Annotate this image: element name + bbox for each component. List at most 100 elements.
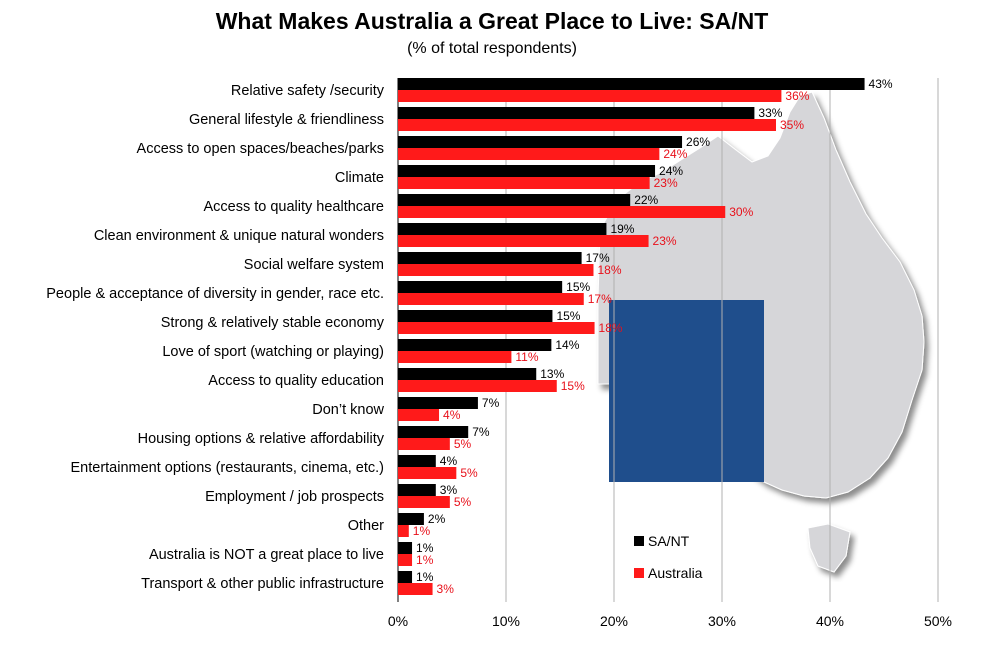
- value-label: 15%: [556, 309, 580, 323]
- x-tick-label: 0%: [388, 613, 408, 629]
- value-label: 1%: [416, 570, 434, 584]
- value-label: 1%: [416, 553, 434, 567]
- bar-australia: [398, 554, 413, 566]
- value-label: 18%: [597, 263, 621, 277]
- value-label: 13%: [540, 367, 564, 381]
- x-tick-label: 50%: [924, 613, 952, 629]
- category-label: Climate: [335, 170, 384, 186]
- category-label: Relative safety /security: [231, 83, 385, 99]
- bar-sa-nt: [398, 513, 424, 525]
- bar-sa-nt: [398, 194, 631, 206]
- bar-australia: [398, 119, 776, 131]
- value-label: 23%: [654, 176, 678, 190]
- chart-subtitle: (% of total respondents): [407, 40, 577, 57]
- bar-australia: [398, 206, 726, 218]
- tasmania-shape: [807, 523, 851, 573]
- bars: [398, 78, 865, 595]
- bar-sa-nt: [398, 571, 413, 583]
- value-label: 43%: [869, 77, 893, 91]
- x-tick-label: 10%: [492, 613, 520, 629]
- legend-swatch-australia: [634, 568, 644, 578]
- value-label: 30%: [729, 205, 753, 219]
- x-tick-label: 20%: [600, 613, 628, 629]
- bar-australia: [398, 438, 450, 450]
- bar-australia: [398, 351, 512, 363]
- category-label: People & acceptance of diversity in gend…: [46, 286, 384, 302]
- bar-sa-nt: [398, 542, 413, 554]
- value-label: 14%: [555, 338, 579, 352]
- category-label: Love of sport (watching or playing): [162, 344, 384, 360]
- value-label: 2%: [428, 512, 446, 526]
- chart-title: What Makes Australia a Great Place to Li…: [215, 8, 769, 34]
- bar-sa-nt: [398, 310, 553, 322]
- x-tick-label: 40%: [816, 613, 844, 629]
- value-label: 5%: [454, 437, 472, 451]
- bar-sa-nt: [398, 281, 563, 293]
- bar-sa-nt: [398, 107, 755, 119]
- value-label: 7%: [482, 396, 500, 410]
- bar-sa-nt: [398, 165, 656, 177]
- category-label: Strong & relatively stable economy: [161, 315, 385, 331]
- value-label: 26%: [686, 135, 710, 149]
- value-label: 15%: [561, 379, 585, 393]
- category-label: Don’t know: [312, 402, 384, 418]
- bar-sa-nt: [398, 339, 552, 351]
- australia-map-background: [597, 91, 925, 573]
- category-label: Access to quality education: [208, 373, 384, 389]
- legend-label-australia: Australia: [648, 565, 703, 581]
- value-label: 33%: [758, 106, 782, 120]
- value-label: 35%: [780, 118, 804, 132]
- legend-swatch-sa-nt: [634, 536, 644, 546]
- value-label: 3%: [437, 582, 455, 596]
- bar-sa-nt: [398, 78, 865, 90]
- bar-australia: [398, 264, 594, 276]
- sa-nt-highlight-region: [609, 300, 764, 482]
- legend-label-sa-nt: SA/NT: [648, 533, 690, 549]
- value-labels: 43%36%33%35%26%24%24%23%22%30%19%23%17%1…: [413, 77, 893, 596]
- value-label: 23%: [653, 234, 677, 248]
- value-label: 11%: [515, 350, 538, 364]
- value-label: 17%: [588, 292, 612, 306]
- legend: SA/NT Australia: [634, 533, 703, 581]
- bar-australia: [398, 380, 557, 392]
- bar-sa-nt: [398, 136, 683, 148]
- bar-sa-nt: [398, 455, 436, 467]
- value-label: 24%: [663, 147, 687, 161]
- category-label: General lifestyle & friendliness: [189, 112, 384, 128]
- bar-sa-nt: [398, 426, 469, 438]
- category-label: Clean environment & unique natural wonde…: [94, 228, 384, 244]
- value-label: 1%: [416, 541, 434, 555]
- bar-sa-nt: [398, 252, 582, 264]
- category-label: Australia is NOT a great place to live: [149, 547, 384, 563]
- value-label: 19%: [610, 222, 634, 236]
- bar-australia: [398, 583, 433, 595]
- category-label: Social welfare system: [244, 257, 384, 273]
- bar-sa-nt: [398, 223, 607, 235]
- category-label: Housing options & relative affordability: [138, 431, 385, 447]
- value-label: 18%: [599, 321, 623, 335]
- value-label: 17%: [586, 251, 610, 265]
- bar-sa-nt: [398, 397, 478, 409]
- value-label: 5%: [454, 495, 472, 509]
- value-label: 5%: [460, 466, 478, 480]
- value-label: 4%: [440, 454, 458, 468]
- value-label: 3%: [440, 483, 458, 497]
- bar-australia: [398, 293, 584, 305]
- category-label: Transport & other public infrastructure: [141, 576, 384, 592]
- bar-australia: [398, 496, 450, 508]
- category-label: Entertainment options (restaurants, cine…: [70, 460, 384, 476]
- bar-sa-nt: [398, 484, 436, 496]
- bar-australia: [398, 148, 660, 160]
- bar-australia: [398, 90, 782, 102]
- value-label: 24%: [659, 164, 683, 178]
- category-label: Access to open spaces/beaches/parks: [137, 141, 384, 157]
- value-label: 7%: [472, 425, 490, 439]
- bar-australia: [398, 177, 650, 189]
- bar-sa-nt: [398, 368, 537, 380]
- bar-australia: [398, 525, 409, 537]
- x-axis-ticks: 0% 10% 20% 30% 40% 50%: [388, 613, 952, 629]
- value-label: 4%: [443, 408, 461, 422]
- value-label: 22%: [634, 193, 658, 207]
- value-label: 15%: [566, 280, 590, 294]
- x-tick-label: 30%: [708, 613, 736, 629]
